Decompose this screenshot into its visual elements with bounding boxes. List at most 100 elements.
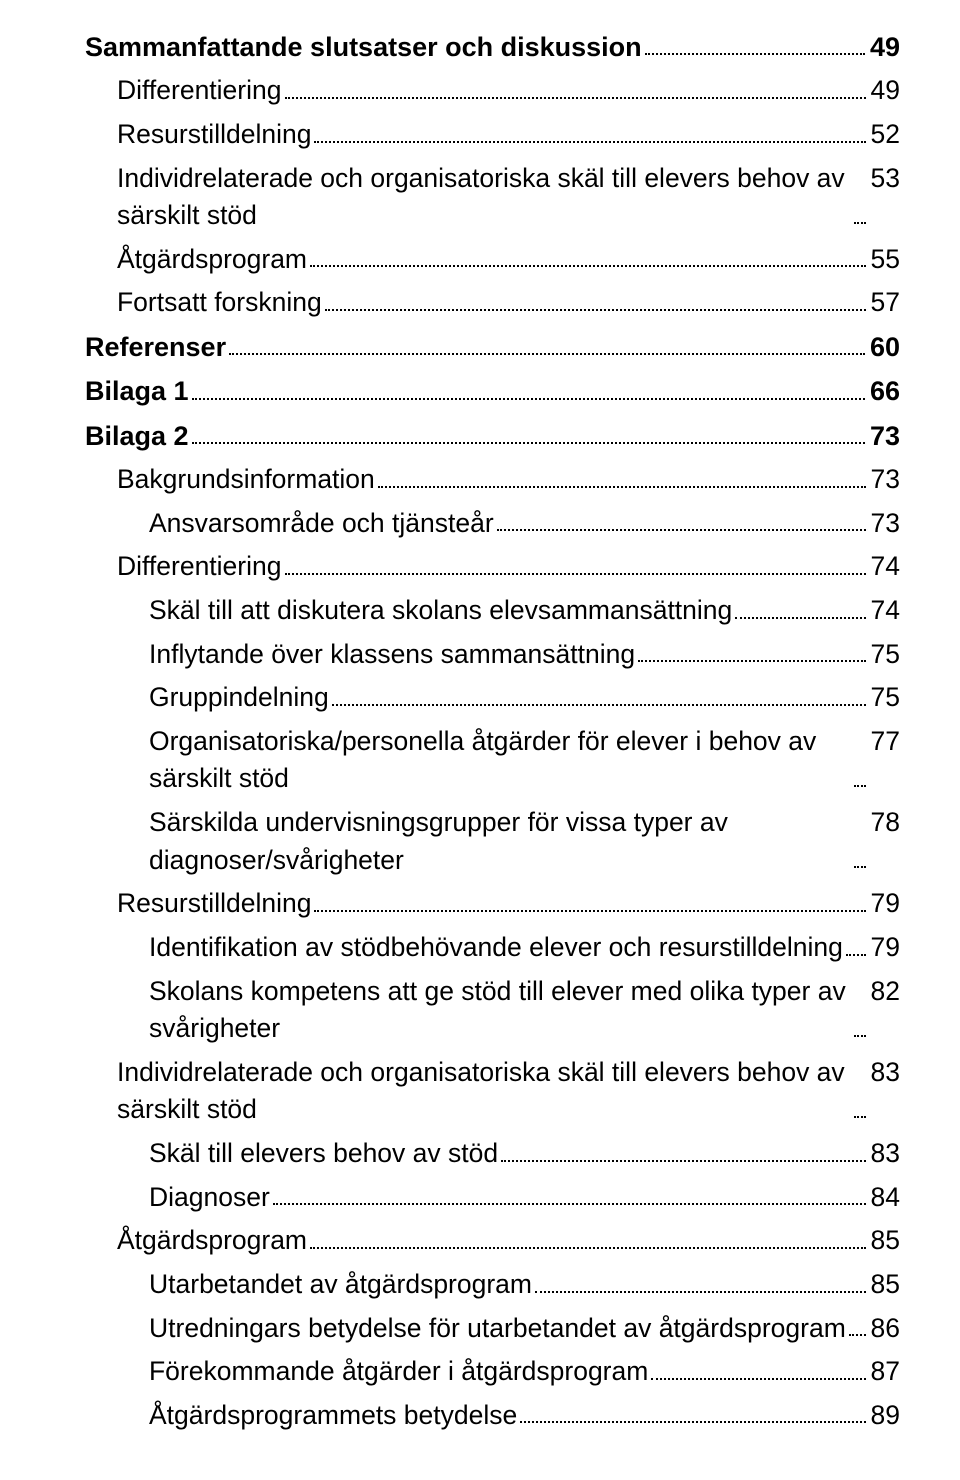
toc-entry: Organisatoriska/personella åtgärder för … — [85, 723, 900, 798]
toc-leader-dots — [310, 265, 866, 267]
toc-entry: Differentiering49 — [85, 72, 900, 110]
toc-entry: Identifikation av stödbehövande elever o… — [85, 929, 900, 967]
toc-entry-title-wrap: Individrelaterade och organisatoriska sk… — [117, 1054, 869, 1129]
toc-entry-title-wrap: Bilaga 1 — [85, 372, 868, 410]
toc-entry-title-wrap: Sammanfattande slutsatser och diskussion — [85, 28, 868, 66]
toc-leader-dots — [378, 486, 866, 488]
toc-entry: Ansvarsområde och tjänsteår 73 — [85, 505, 900, 543]
toc-entry-title: Differentiering — [117, 72, 282, 110]
toc-entry-title-wrap: Individrelaterade och organisatoriska sk… — [117, 160, 869, 235]
toc-leader-dots — [273, 1203, 866, 1205]
toc-leader-dots — [535, 1291, 866, 1293]
toc-entry-title: Diagnoser — [149, 1179, 270, 1217]
toc-entry-page: 52 — [869, 116, 900, 154]
toc-entry-title-wrap: Gruppindelning — [149, 679, 869, 717]
toc-leader-dots — [229, 353, 865, 355]
toc-entry-title: Identifikation av stödbehövande elever o… — [149, 929, 843, 967]
toc-entry-page: 73 — [868, 417, 900, 455]
toc-entry-page: 89 — [869, 1397, 900, 1435]
toc-entry: Särskilda undervisningsgrupper för vissa… — [85, 804, 900, 879]
toc-entry-page: 75 — [869, 679, 900, 717]
toc-entry-title: Resurstilldelning — [117, 116, 311, 154]
toc-entry: Skäl till att diskutera skolans elevsamm… — [85, 592, 900, 630]
toc-entry-title-wrap: Ansvarsområde och tjänsteår — [149, 505, 869, 543]
toc-leader-dots — [285, 573, 866, 575]
toc-entry-title: Åtgärdsprogram — [117, 241, 307, 279]
toc-leader-dots — [846, 954, 866, 956]
toc-leader-dots — [854, 1116, 866, 1118]
toc-entry: Åtgärdsprogram85 — [85, 1222, 900, 1260]
toc-entry-page: 87 — [869, 1353, 900, 1391]
toc-entry-title: Skolans kompetens att ge stöd till eleve… — [149, 973, 851, 1048]
toc-entry-title-wrap: Bakgrundsinformation — [117, 461, 869, 499]
toc-entry-title: Skäl till att diskutera skolans elevsamm… — [149, 592, 732, 630]
toc-entry-title: Individrelaterade och organisatoriska sk… — [117, 160, 851, 235]
toc-entry: Individrelaterade och organisatoriska sk… — [85, 160, 900, 235]
toc-leader-dots — [314, 910, 865, 912]
toc-entry-page: 73 — [869, 461, 900, 499]
toc-leader-dots — [332, 704, 866, 706]
toc-leader-dots — [192, 442, 865, 444]
toc-entry: Resurstilldelning 52 — [85, 116, 900, 154]
toc-entry-title: Referenser — [85, 328, 226, 366]
toc-entry-title-wrap: Resurstilldelning — [117, 885, 869, 923]
toc-entry: Individrelaterade och organisatoriska sk… — [85, 1054, 900, 1129]
toc-entry-title: Särskilda undervisningsgrupper för vissa… — [149, 804, 851, 879]
toc-entry-title-wrap: Identifikation av stödbehövande elever o… — [149, 929, 869, 967]
toc-entry-title-wrap: Referenser — [85, 328, 868, 366]
toc-entry-title: Bakgrundsinformation — [117, 461, 375, 499]
toc-entry-page: 84 — [869, 1179, 900, 1217]
toc-entry-title-wrap: Differentiering — [117, 548, 869, 586]
toc-entry-title: Inflytande över klassens sammansättning — [149, 636, 635, 674]
toc-leader-dots — [325, 309, 866, 311]
toc-entry-page: 55 — [869, 241, 900, 279]
toc-entry-title-wrap: Åtgärdsprogram — [117, 1222, 869, 1260]
toc-entry-title: Fortsatt forskning — [117, 284, 322, 322]
toc-entry: Bilaga 273 — [85, 417, 900, 455]
toc-entry-title-wrap: Inflytande över klassens sammansättning — [149, 636, 869, 674]
toc-entry-title-wrap: Skolans kompetens att ge stöd till eleve… — [149, 973, 869, 1048]
toc-entry-page: 86 — [869, 1310, 900, 1348]
toc-entry-title: Differentiering — [117, 548, 282, 586]
toc-entry-page: 66 — [868, 372, 900, 410]
toc-entry: Åtgärdsprogram 55 — [85, 241, 900, 279]
toc-entry-title-wrap: Utredningars betydelse för utarbetandet … — [149, 1310, 869, 1348]
toc-entry: Diagnoser 84 — [85, 1179, 900, 1217]
toc-entry-title-wrap: Bilaga 2 — [85, 417, 868, 455]
toc-entry-page: 49 — [868, 28, 900, 66]
toc-entry: Skäl till elevers behov av stöd83 — [85, 1135, 900, 1173]
toc-leader-dots — [854, 785, 866, 787]
toc-entry-title-wrap: Skäl till att diskutera skolans elevsamm… — [149, 592, 869, 630]
toc-leader-dots — [310, 1247, 866, 1249]
toc-leader-dots — [501, 1160, 865, 1162]
toc-entry-title-wrap: Differentiering — [117, 72, 869, 110]
toc-entry-page: 73 — [869, 505, 900, 543]
toc-entry-title: Utarbetandet av åtgärdsprogram — [149, 1266, 532, 1304]
toc-entry-title-wrap: Åtgärdsprogrammets betydelse — [149, 1397, 869, 1435]
toc-entry-page: 60 — [868, 328, 900, 366]
toc-entry-title: Åtgärdsprogrammets betydelse — [149, 1397, 517, 1435]
toc-leader-dots — [735, 617, 865, 619]
toc-entry-page: 74 — [869, 548, 900, 586]
toc-entry: Resurstilldelning79 — [85, 885, 900, 923]
toc-entry-title: Ansvarsområde och tjänsteår — [149, 505, 494, 543]
toc-entry-page: 82 — [869, 973, 900, 1011]
toc-entry-page: 75 — [869, 636, 900, 674]
toc-entry-page: 57 — [869, 284, 900, 322]
toc-entry-page: 79 — [869, 885, 900, 923]
toc-entry-title: Gruppindelning — [149, 679, 329, 717]
toc-entry-title-wrap: Resurstilldelning — [117, 116, 869, 154]
toc-leader-dots — [854, 866, 866, 868]
toc-entry-page: 83 — [869, 1054, 900, 1092]
toc-entry-title-wrap: Förekommande åtgärder i åtgärdsprogram — [149, 1353, 869, 1391]
toc-leader-dots — [497, 529, 866, 531]
toc-entry-title-wrap: Utarbetandet av åtgärdsprogram — [149, 1266, 869, 1304]
toc-leader-dots — [285, 97, 866, 99]
toc-entry-title: Förekommande åtgärder i åtgärdsprogram — [149, 1353, 648, 1391]
toc-entry-title-wrap: Särskilda undervisningsgrupper för vissa… — [149, 804, 869, 879]
toc-entry-title-wrap: Fortsatt forskning — [117, 284, 869, 322]
toc-entry-page: 85 — [869, 1266, 900, 1304]
toc-entry: Utredningars betydelse för utarbetandet … — [85, 1310, 900, 1348]
toc-entry-page: 79 — [869, 929, 900, 967]
toc-entry-title: Bilaga 1 — [85, 372, 189, 410]
